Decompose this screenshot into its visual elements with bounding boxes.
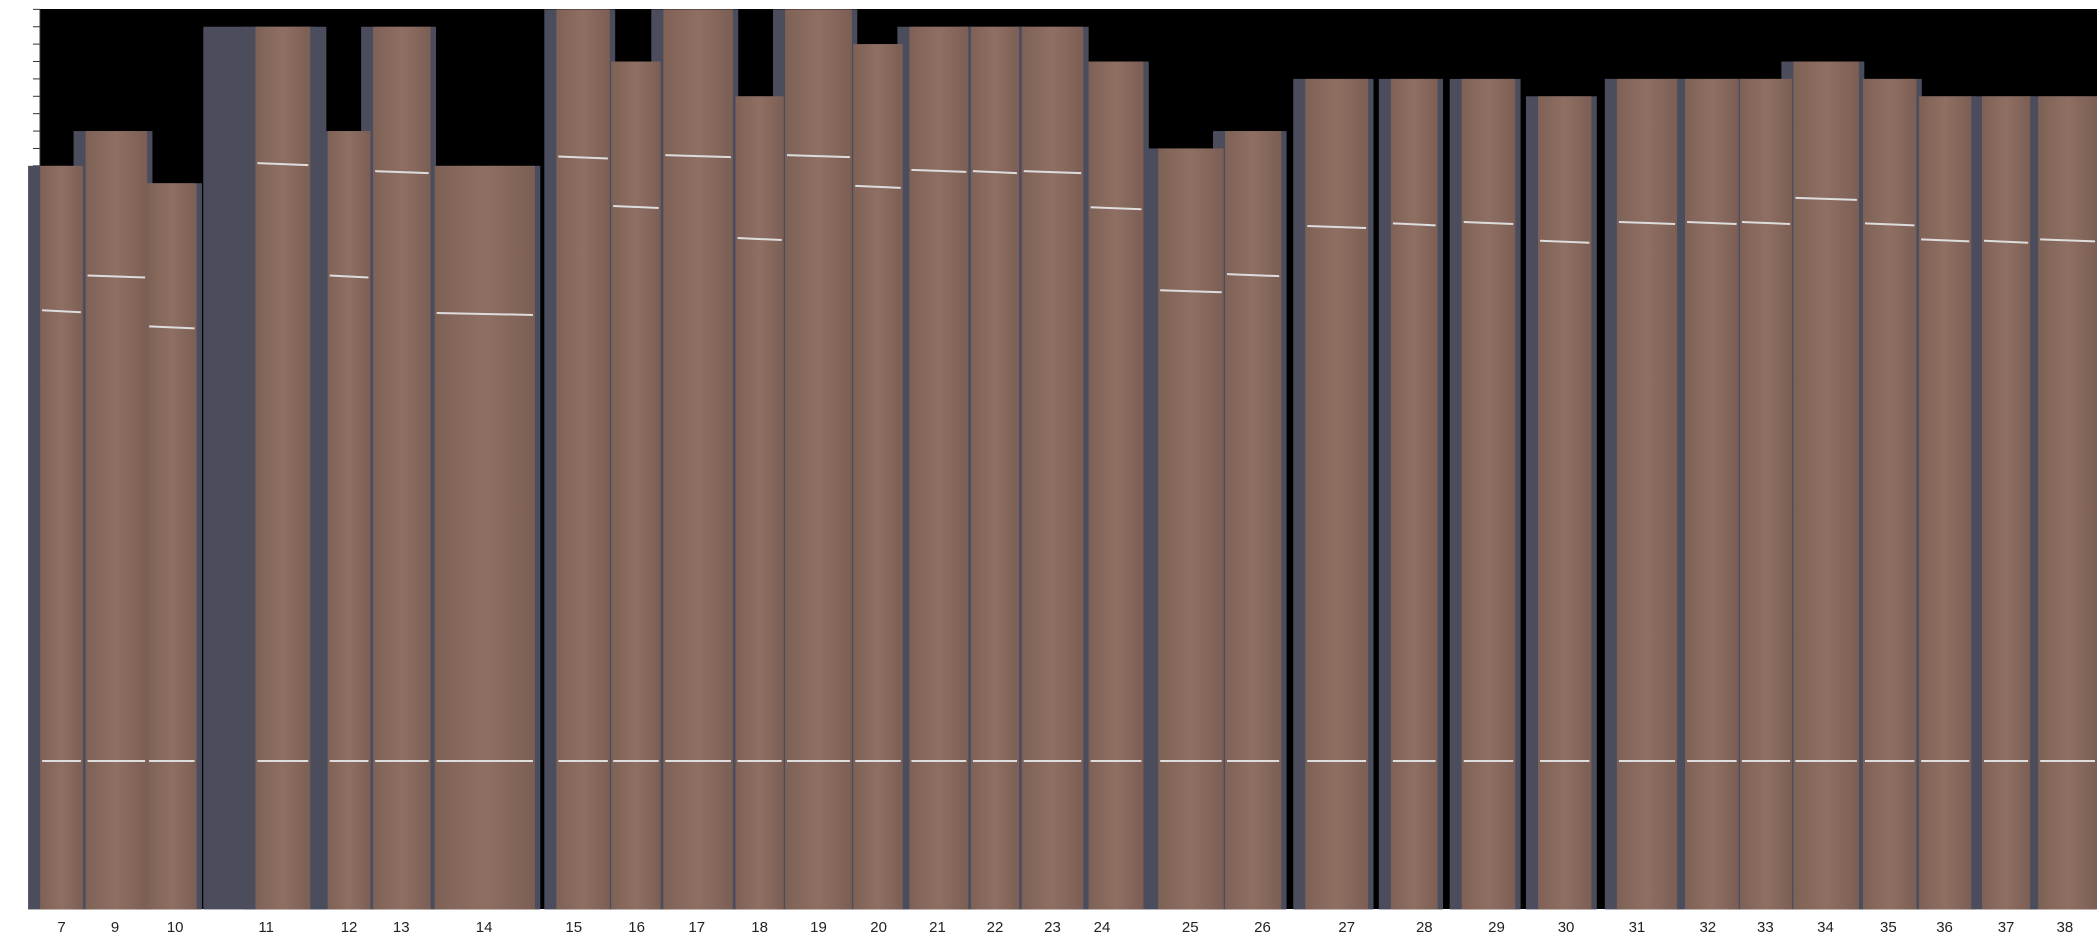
cut-line (1618, 221, 1676, 226)
cut-line (972, 170, 1018, 175)
veneer-strip (1225, 131, 1282, 910)
veneer-strip (1793, 61, 1859, 910)
strip-label: 27 (1338, 919, 1355, 936)
strip-label: 21 (929, 919, 946, 936)
labels: 7 9 10 11 12 13 14 15 16 17 18 19 20 21 22 23 24 25 26 27 28… (57, 919, 2073, 936)
veneer-strip (663, 9, 733, 910)
strip-label: 10 (167, 919, 184, 936)
cut-line (1307, 225, 1367, 230)
veneer-strip (735, 96, 784, 910)
cut-line (1795, 196, 1857, 201)
cut-line (1392, 222, 1436, 227)
strip-label: 20 (870, 919, 887, 936)
veneer-strip (147, 183, 197, 910)
veneer-strip (2038, 96, 2097, 910)
strip-label: 22 (987, 919, 1004, 936)
cut-line (149, 325, 195, 330)
cut-line (1226, 273, 1280, 278)
cut-line (257, 162, 309, 167)
strip-label: 25 (1182, 919, 1199, 936)
cut-line (787, 154, 850, 159)
veneer-strip (1021, 26, 1084, 910)
strip-label: 16 (628, 919, 645, 936)
veneer-strip (1685, 78, 1739, 910)
strip-label: 11 (258, 919, 274, 936)
cut-line (375, 170, 429, 175)
veneer-strip (1919, 96, 1972, 910)
cut-line (2040, 238, 2096, 243)
veneer-strip (1088, 61, 1144, 910)
veneer-strip (1390, 78, 1438, 910)
cut-line (87, 274, 146, 279)
strip-label: 14 (476, 919, 493, 936)
cut-line (42, 309, 81, 314)
cut-line (436, 311, 533, 316)
veneer-strip (853, 44, 903, 910)
cut-line (1687, 221, 1737, 226)
strip-label: 38 (2057, 919, 2074, 936)
strip-label: 33 (1757, 919, 1774, 936)
veneer-strip (434, 165, 535, 910)
cut-line (613, 204, 659, 209)
strip-label: 9 (111, 919, 119, 936)
cut-line (329, 274, 369, 279)
veneer-strip (40, 165, 83, 910)
veneer-strip (373, 26, 431, 910)
veneer-strip (85, 131, 148, 910)
cut-line (1160, 289, 1222, 294)
cut-line (855, 184, 901, 189)
strip-label: 7 (57, 919, 65, 936)
strip-label: 29 (1488, 919, 1505, 936)
strip-label: 13 (393, 919, 410, 936)
strip-label: 36 (1936, 919, 1953, 936)
strip-label: 31 (1629, 919, 1646, 936)
veneer-strip (255, 26, 311, 910)
veneer-strip (1739, 78, 1793, 910)
cut-line (558, 155, 608, 160)
veneer-strip (1616, 78, 1678, 910)
strip-label: 24 (1094, 919, 1111, 936)
veneer-strip (1537, 96, 1592, 910)
strips (28, 9, 2097, 910)
strip-label: 37 (1998, 919, 2015, 936)
cut-line (1864, 222, 1915, 227)
strip-label: 26 (1254, 919, 1271, 936)
strip-label: 34 (1817, 919, 1834, 936)
veneer-strip (327, 131, 371, 910)
veneer-strip (1862, 78, 1917, 910)
strip-label: 17 (688, 919, 705, 936)
cut-line (1090, 206, 1142, 211)
veneer-strip (1981, 96, 2031, 910)
veneer-strip (611, 61, 661, 910)
veneer-strip (1305, 78, 1369, 910)
cut-line (1023, 170, 1082, 175)
strip-label: 19 (810, 919, 827, 936)
veneer-strip (785, 9, 852, 910)
strip-label: 28 (1416, 919, 1433, 936)
cut-line (1539, 239, 1590, 244)
veneer-strip (1461, 78, 1516, 910)
cut-line (737, 237, 782, 242)
cut-line (1463, 221, 1514, 226)
strip-label: 32 (1699, 919, 1716, 936)
cut-line (1741, 221, 1791, 226)
cut-line (911, 168, 967, 173)
strip-label: 30 (1558, 919, 1575, 936)
veneer-strip (909, 26, 969, 910)
strip-label: 18 (751, 919, 768, 936)
strip-label: 12 (341, 919, 358, 936)
veneer-strip (1158, 148, 1224, 910)
cut-line (1983, 239, 2029, 244)
strip-label: 23 (1044, 919, 1061, 936)
cut-line (665, 154, 731, 159)
veneer-strip (970, 26, 1020, 910)
cut-line (1921, 238, 1970, 243)
strip-label: 15 (565, 919, 582, 936)
strip-label: 35 (1880, 919, 1897, 936)
veneer-strip (556, 9, 610, 910)
